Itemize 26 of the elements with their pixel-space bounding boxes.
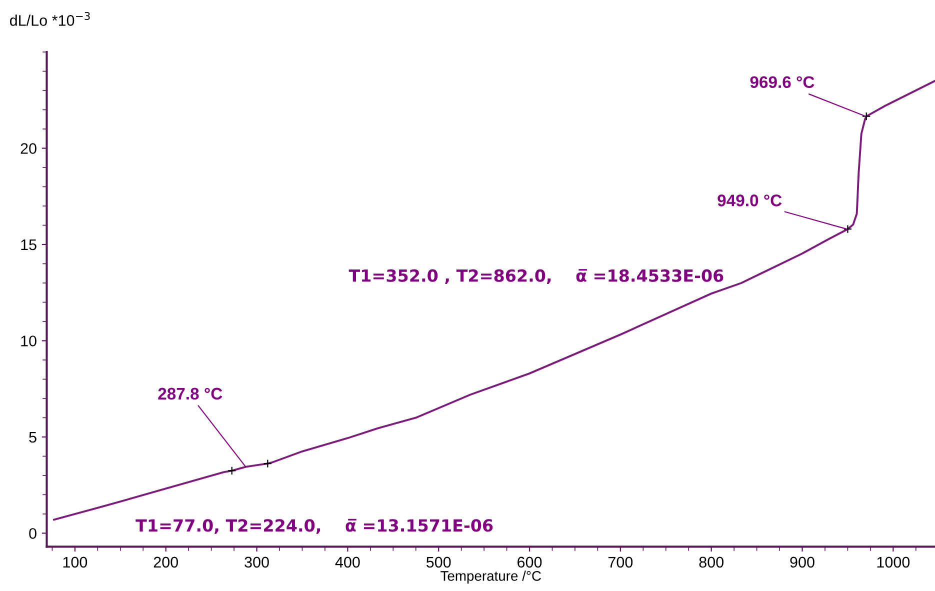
- x-tick-label: 100: [63, 556, 88, 568]
- point: [843, 224, 852, 234]
- point: [263, 459, 272, 468]
- x-tick-label: 400: [335, 556, 360, 568]
- x-tick-label: 200: [154, 556, 178, 568]
- x-tick-label: 900: [790, 556, 814, 568]
- x-tick-label: 300: [244, 556, 269, 568]
- y-tick-label: 10: [21, 336, 36, 346]
- x-tick-label: 800: [699, 556, 724, 568]
- annotation: T1=77.0, T2=224.0, α̅ =13.1571E-06: [136, 518, 493, 534]
- y-tick-label: 20: [20, 143, 36, 154]
- point: [862, 112, 871, 121]
- x-tick-label: 600: [518, 556, 542, 568]
- annotation: 287.8 °C: [158, 388, 222, 400]
- point: [227, 466, 236, 476]
- x-tick-label: 1000: [877, 556, 910, 568]
- y-tick-label: 0: [29, 528, 36, 539]
- y-axis-title: dL/Lo *10$^{−3}$: [10, 12, 90, 26]
- annotation: T1=352.0 , T2=862.0, α̅ =18.4533E-06: [348, 269, 724, 284]
- y-tick-label: 5: [29, 432, 36, 443]
- y-tick-label: 15: [21, 240, 36, 250]
- x-tick-label: 700: [608, 556, 633, 568]
- x-tick-label: 500: [426, 556, 451, 568]
- annotation: 969.6 °C: [750, 76, 814, 88]
- annotation: 949.0 °C: [718, 194, 782, 206]
- x-axis-title: Temperature /°C: [440, 570, 541, 584]
